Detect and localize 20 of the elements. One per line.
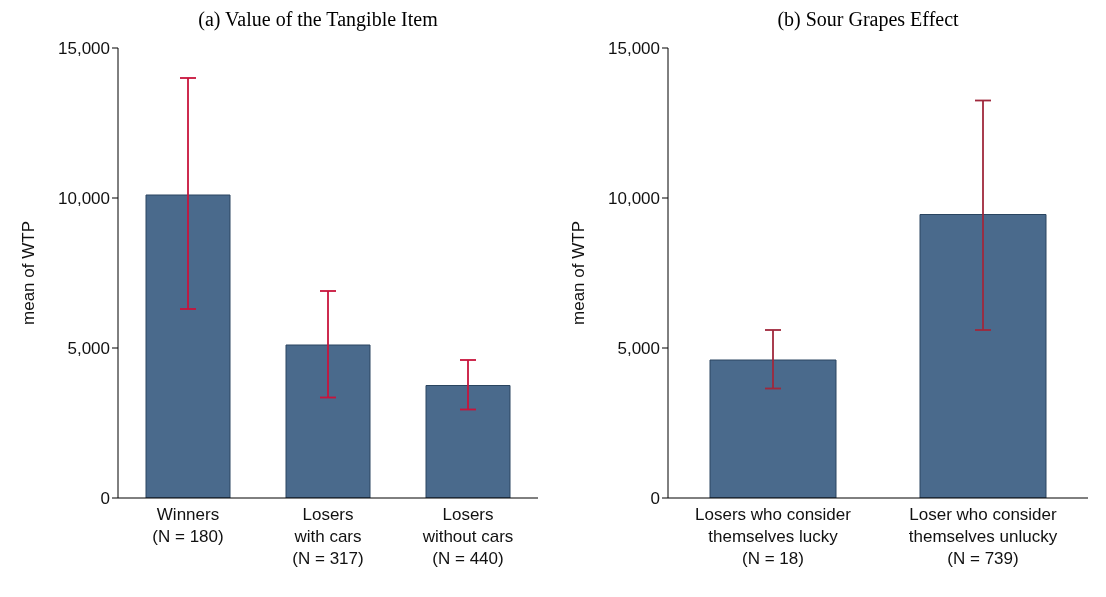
- y-tick-label: 10,000: [58, 189, 110, 209]
- y-tick-label: 0: [650, 489, 660, 509]
- chart-title: (b) Sour Grapes Effect: [776, 8, 960, 33]
- x-tick-label: Loser who consider themselves unlucky (N = 739): [908, 505, 1058, 568]
- bar: [285, 344, 371, 498]
- x-tick-label: Losers without cars (N = 440): [421, 505, 514, 568]
- y-tick-label: 0: [100, 489, 110, 509]
- y-tick-label: 15,000: [608, 39, 660, 59]
- y-tick-label: 15,000: [58, 39, 110, 59]
- y-tick-label: 5,000: [67, 339, 110, 359]
- x-tick-label: Losers with cars (N = 317): [292, 505, 364, 568]
- bar: [425, 385, 511, 498]
- y-tick-label: 5,000: [617, 339, 660, 359]
- x-tick-label: Losers who consider themselves lucky (N = 18): [695, 505, 852, 568]
- y-axis-title: mean of WTP: [569, 221, 589, 325]
- chart-title: (a) Value of the Tangible Item: [197, 8, 439, 33]
- bar: [145, 194, 231, 498]
- y-axis-title: mean of WTP: [19, 221, 39, 325]
- x-tick-label: Winners (N = 180): [152, 505, 224, 546]
- y-tick-label: 10,000: [608, 189, 660, 209]
